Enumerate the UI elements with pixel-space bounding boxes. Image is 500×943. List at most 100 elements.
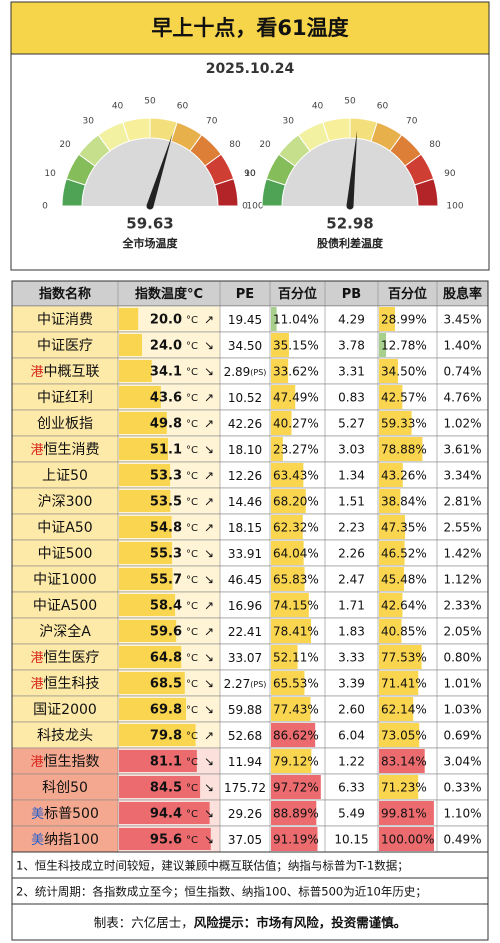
percentile: 99.81%: [381, 807, 427, 821]
temp-value: 64.8: [150, 651, 182, 666]
column-header: 指数温度°C: [135, 286, 203, 302]
pe: 11.94: [228, 755, 262, 769]
temp-value: 24.0: [150, 339, 182, 354]
dividend: 0.80%: [443, 651, 481, 665]
name-prefix: 港: [30, 365, 43, 380]
dividend: 2.55%: [443, 521, 481, 535]
pe-value: 29.26: [228, 807, 262, 821]
percentile: 79.12%: [273, 755, 319, 769]
gauge-label: 股债利差温度: [317, 236, 384, 250]
index-name: 上证50: [42, 468, 88, 484]
index-name: 中证500: [38, 546, 93, 562]
dividend: 3.04%: [443, 755, 481, 769]
name-prefix: 美: [31, 833, 44, 848]
pb: 2.26: [338, 547, 365, 561]
pe-value: 59.88: [228, 703, 262, 717]
pe: 34.50: [228, 339, 262, 353]
percentile-bar: [379, 567, 405, 591]
name-text: 中证A50: [37, 520, 92, 536]
temp-arrow: ↗: [204, 495, 214, 509]
temp-arrow: ↘: [204, 339, 214, 353]
percentile-bar: [379, 801, 434, 825]
temp-unit: °C: [186, 757, 198, 768]
name-text: 科技龙头: [37, 728, 93, 744]
temp-value: 59.6: [150, 625, 182, 640]
temp-arrow: ↗: [204, 313, 214, 327]
gauge-segment: [414, 178, 439, 207]
percentile-bar: [271, 749, 312, 773]
percentile: 88.89%: [273, 807, 319, 821]
name-text: 沪深全A: [39, 623, 91, 640]
gauge-tick-label: 40: [112, 102, 124, 112]
dividend: 1.40%: [443, 339, 481, 353]
temp-unit: °C: [186, 679, 198, 690]
percentile: 43.26%: [381, 469, 427, 483]
pe-value: 11.94: [228, 755, 262, 769]
percentile-bar: [379, 411, 412, 435]
pb: 2.60: [338, 703, 365, 717]
percentile: 46.52%: [381, 547, 427, 561]
percentile: 62.32%: [273, 521, 319, 535]
index-name: 中证医疗: [37, 338, 93, 354]
temp-bar: [119, 412, 167, 434]
name-prefix: 港: [30, 755, 43, 770]
name-cell: [12, 384, 118, 410]
pe: 16.96: [228, 599, 262, 613]
temp-arrow: ↗: [204, 521, 214, 535]
temp-arrow: ↗: [204, 469, 214, 483]
gauge-tick-label: 30: [83, 117, 95, 127]
gauge-tick-label: 50: [144, 97, 156, 107]
pb: 2.47: [338, 573, 365, 587]
index-name: 创业板指: [37, 416, 93, 432]
name-text: 中证500: [38, 546, 93, 562]
column-header: 百分位: [388, 286, 427, 302]
pe-value: 18.15: [228, 521, 262, 535]
temp-unit: °C: [186, 835, 198, 846]
footer-warning: 风险提示：市场有风险，投资需谨慎。: [194, 915, 407, 930]
dividend: 1.10%: [443, 807, 481, 821]
temp-bar: [119, 802, 210, 824]
title: 早上十点，看61温度: [151, 16, 348, 40]
name-text: 中证A500: [33, 598, 97, 614]
temp-bar: [119, 594, 176, 616]
table-header-bg: [11, 280, 489, 307]
percentile: 71.41%: [381, 677, 427, 691]
temp-unit: °C: [186, 575, 198, 586]
column-header: PE: [236, 287, 254, 302]
temp-unit: °C: [186, 419, 198, 430]
dividend: 0.49%: [443, 833, 481, 847]
percentile: 97.72%: [273, 781, 319, 795]
pb: 3.31: [338, 365, 365, 379]
percentile-bar: [271, 307, 277, 331]
temp-bar: [119, 776, 201, 798]
percentile-bar: [379, 775, 419, 799]
temp-arrow: ↗: [204, 391, 214, 405]
gauge-tick-label: 0: [242, 202, 248, 212]
gauge-tick-label: 50: [344, 97, 356, 107]
dividend: 3.61%: [443, 443, 481, 457]
temp-bar: [119, 386, 161, 408]
pe-value: 18.10: [228, 443, 262, 457]
pe-value: 2.27: [224, 677, 251, 691]
temp-unit: °C: [186, 627, 198, 638]
percentile: 65.83%: [273, 573, 319, 587]
temp-arrow: ↘: [204, 703, 214, 717]
percentile-bar: [379, 307, 395, 331]
pb: 3.03: [338, 443, 365, 457]
index-name: 港恒生指数: [30, 754, 99, 770]
gauge-value: 52.98: [326, 215, 373, 233]
percentile: 78.41%: [273, 625, 319, 639]
name-text: 中证消费: [37, 312, 93, 328]
percentile: 34.50%: [381, 365, 427, 379]
temp-arrow: ↘: [204, 547, 214, 561]
pe: 175.72: [224, 781, 266, 795]
name-text: 恒生指数: [44, 754, 100, 770]
pe: 29.26: [228, 807, 262, 821]
gauge-tick-label: 100: [246, 202, 263, 212]
note-box: [11, 877, 489, 905]
name-text: 国证2000: [33, 702, 97, 718]
pe-value: 42.26: [228, 417, 262, 431]
gauge-tick-label: 90: [444, 169, 456, 179]
percentile-bar: [379, 437, 423, 461]
